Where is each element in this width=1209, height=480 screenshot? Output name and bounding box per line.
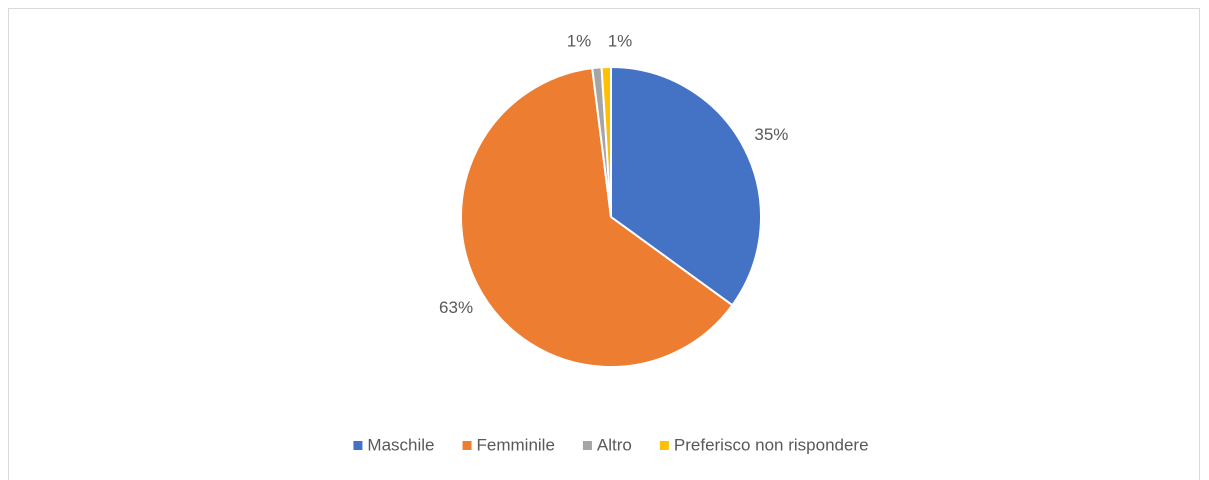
legend-swatch: [353, 441, 363, 450]
pie-slice: [610, 65, 762, 307]
legend-label: Maschile: [367, 435, 434, 454]
legend-swatch: [582, 441, 592, 450]
legend-label: Altro: [597, 435, 632, 454]
data-label: 1%: [608, 31, 633, 50]
legend-swatch: [462, 441, 472, 450]
data-label: 63%: [439, 298, 473, 317]
legend-swatch: [659, 441, 669, 450]
data-label: 35%: [754, 125, 788, 144]
pie-slice: [460, 67, 734, 368]
pie-slice: [600, 65, 612, 218]
data-label: 1%: [567, 31, 592, 50]
legend-label: Femminile: [477, 435, 555, 454]
legend-label: Preferisco non rispondere: [674, 435, 869, 454]
